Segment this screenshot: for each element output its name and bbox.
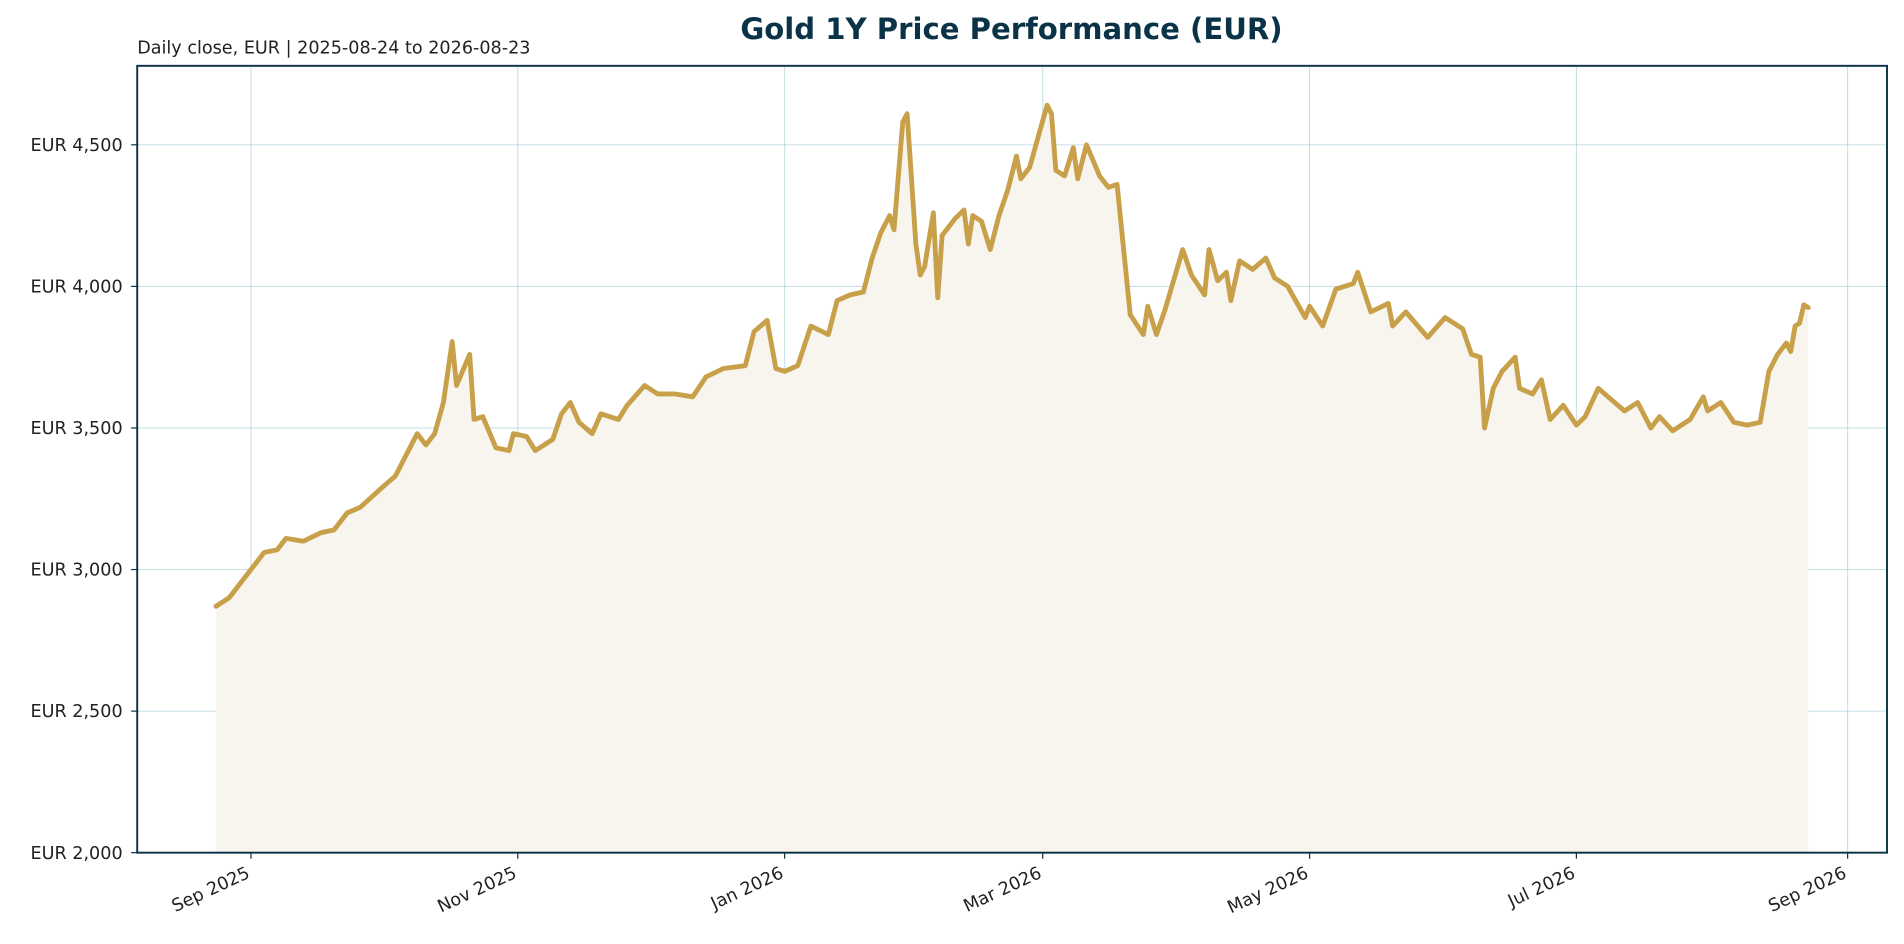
y-tick-label: EUR 4,000 — [30, 277, 122, 297]
x-tick-label: Jul 2026 — [1504, 863, 1578, 912]
x-tick-label: Nov 2025 — [435, 863, 520, 917]
x-tick-label: May 2026 — [1225, 863, 1312, 918]
y-tick-label: EUR 2,500 — [30, 702, 122, 722]
plot-frame — [136, 64, 1888, 854]
x-tick-label: Mar 2026 — [961, 863, 1045, 916]
x-tick-label: Jan 2026 — [707, 863, 787, 914]
y-tick-label: EUR 3,500 — [30, 419, 122, 439]
chart-subtitle: Daily close, EUR | 2025-08-24 to 2026-08… — [137, 39, 530, 59]
x-tick-label: Sep 2025 — [169, 863, 253, 916]
chart-title: Gold 1Y Price Performance (EUR) — [740, 12, 1282, 46]
price-line — [213, 102, 1811, 609]
area-fill — [215, 105, 1809, 853]
y-tick-label: EUR 2,000 — [30, 844, 122, 864]
plot-area — [131, 65, 1887, 859]
y-tick-label: EUR 4,500 — [30, 136, 122, 156]
y-tick-label: EUR 3,000 — [30, 561, 122, 581]
x-tick-label: Sep 2026 — [1766, 863, 1850, 916]
